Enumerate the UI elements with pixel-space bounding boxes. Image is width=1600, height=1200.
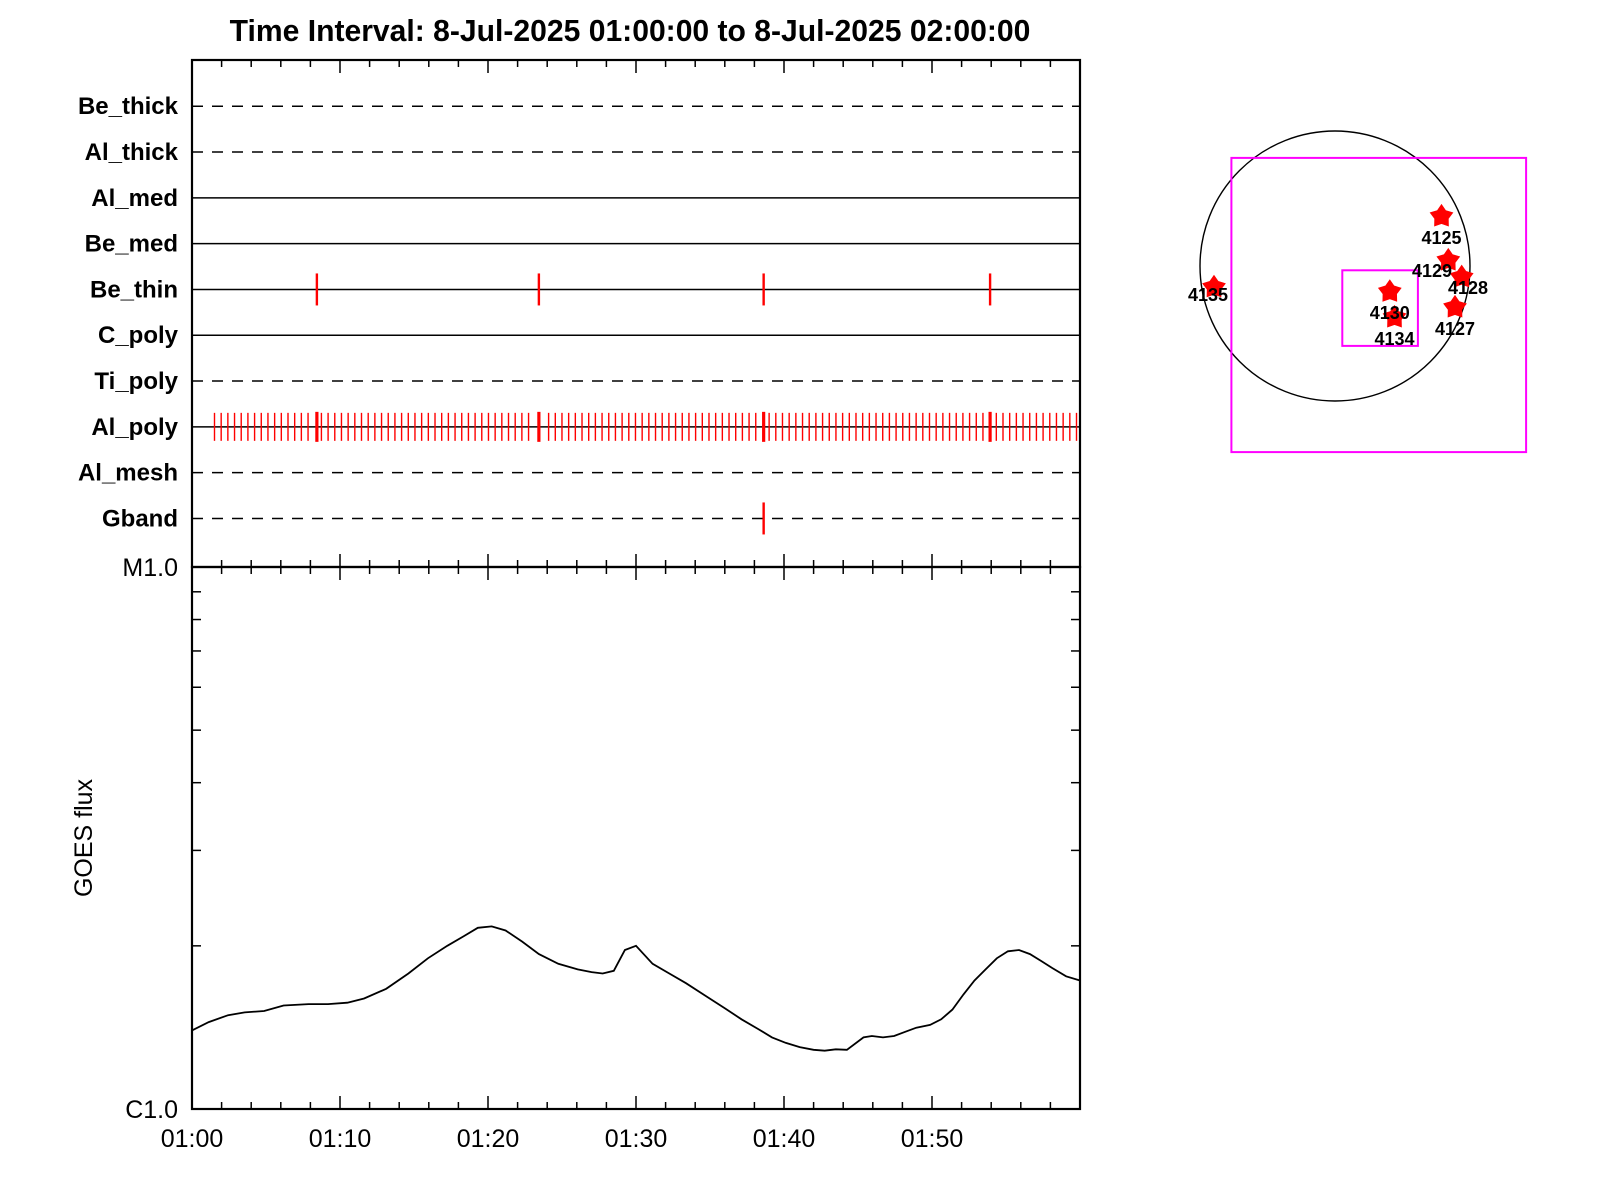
svg-text:Time Interval: 8-Jul-2025 01:: Time Interval: 8-Jul-2025 01:00:00 to 8-…	[230, 15, 1031, 48]
svg-text:4129: 4129	[1412, 261, 1452, 281]
svg-text:Be_thin: Be_thin	[90, 276, 178, 303]
svg-text:Al_mesh: Al_mesh	[78, 460, 178, 487]
svg-text:4128: 4128	[1448, 278, 1488, 298]
svg-text:01:30: 01:30	[605, 1125, 668, 1153]
svg-text:4125: 4125	[1421, 228, 1461, 248]
svg-text:Al_med: Al_med	[91, 185, 178, 212]
svg-text:C_poly: C_poly	[98, 322, 179, 349]
svg-text:Be_thick: Be_thick	[78, 93, 179, 120]
svg-text:01:50: 01:50	[901, 1125, 964, 1153]
svg-text:4130: 4130	[1370, 303, 1410, 323]
svg-text:01:20: 01:20	[457, 1125, 520, 1153]
svg-text:4135: 4135	[1188, 285, 1228, 305]
svg-text:Gband: Gband	[102, 506, 178, 533]
svg-text:4127: 4127	[1435, 319, 1475, 339]
svg-text:01:10: 01:10	[309, 1125, 372, 1153]
svg-text:Ti_poly: Ti_poly	[94, 368, 178, 395]
svg-text:4134: 4134	[1374, 329, 1414, 349]
svg-text:Be_med: Be_med	[85, 231, 178, 258]
svg-text:01:40: 01:40	[753, 1125, 816, 1153]
svg-text:Al_poly: Al_poly	[91, 414, 178, 441]
svg-text:GOES flux: GOES flux	[70, 778, 98, 897]
svg-text:Al_thick: Al_thick	[85, 139, 179, 166]
svg-text:M1.0: M1.0	[122, 554, 178, 582]
svg-text:01:00: 01:00	[161, 1125, 224, 1153]
svg-text:C1.0: C1.0	[125, 1096, 178, 1124]
